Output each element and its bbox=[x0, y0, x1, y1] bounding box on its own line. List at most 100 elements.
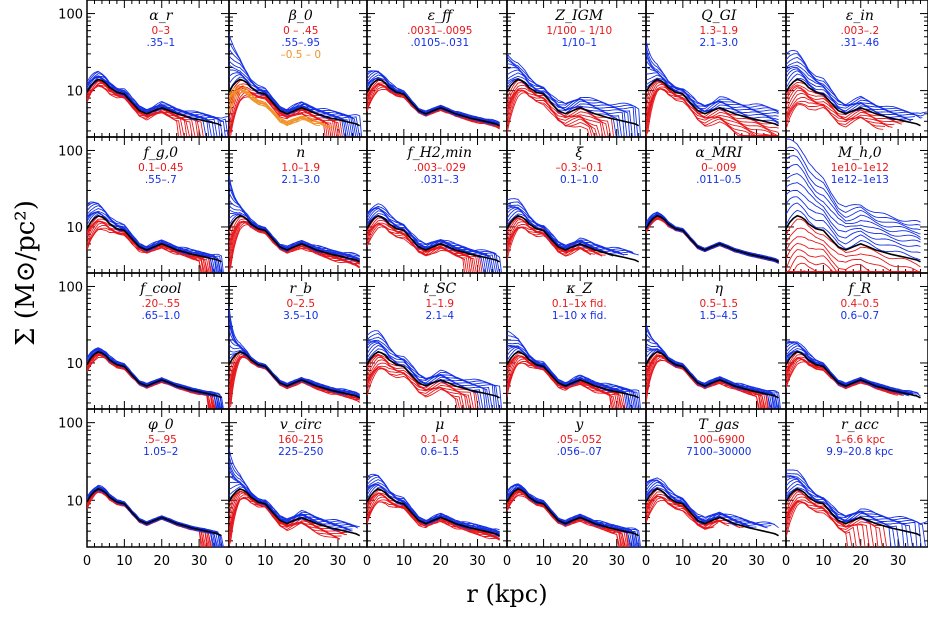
series-low-line bbox=[646, 488, 741, 529]
panel-21: μ0.1–0.40.6–1.5 0 10 20 30 bbox=[363, 408, 508, 569]
x-axis-label: r (kpc) bbox=[466, 580, 547, 608]
panel-range-label: 0.5–1.5 bbox=[699, 298, 738, 310]
series-high-line bbox=[229, 455, 359, 529]
series-low-line bbox=[786, 85, 899, 124]
series-low-line bbox=[87, 352, 212, 409]
series-low-line bbox=[507, 224, 597, 254]
y-axis-label: Σ (M⊙/pc²) bbox=[11, 200, 41, 346]
series-high-line bbox=[646, 477, 779, 529]
panel-range-label: 0–2.5 bbox=[286, 298, 315, 310]
fiducial-line bbox=[229, 488, 361, 537]
panel-curves bbox=[786, 469, 928, 547]
panel-range-label: 2.1–4 bbox=[425, 310, 454, 322]
panel-range-label: 1.0–1.9 bbox=[281, 162, 320, 174]
panel-title: v_circ bbox=[280, 417, 322, 433]
x-tick-label: 30 bbox=[890, 554, 907, 569]
series-low-line bbox=[87, 85, 185, 137]
series-low-line bbox=[87, 489, 204, 547]
panel-range-label: 1/10–1 bbox=[562, 37, 598, 49]
series-low-line bbox=[507, 87, 604, 137]
series-high-line bbox=[786, 469, 928, 528]
series-high-line bbox=[229, 34, 363, 137]
panel-range-label: 0.6–1.5 bbox=[420, 446, 459, 458]
series-low-line bbox=[507, 89, 601, 137]
series-high-line bbox=[786, 341, 921, 397]
series-low-line bbox=[87, 490, 202, 547]
fiducial-line bbox=[507, 350, 640, 399]
panel-range-label: .55–.95 bbox=[281, 37, 320, 49]
series-high-line bbox=[786, 202, 921, 254]
fiducial-line bbox=[367, 214, 500, 263]
series-high-line bbox=[646, 479, 775, 526]
series-low-line bbox=[87, 85, 188, 137]
panel-curves bbox=[87, 201, 224, 273]
panel-range-label: 100–6900 bbox=[693, 434, 745, 446]
series-low-line bbox=[367, 362, 468, 409]
series-low-line bbox=[87, 487, 211, 547]
panel-range-label: .0105–.031 bbox=[410, 37, 469, 49]
series-high-line bbox=[786, 480, 905, 547]
x-tick-label: 20 bbox=[153, 554, 170, 569]
panel-curves bbox=[367, 203, 502, 273]
series-high-line bbox=[229, 41, 361, 137]
x-tick-label: 0 bbox=[503, 554, 511, 569]
series-high-line bbox=[786, 164, 921, 235]
series-low-line bbox=[229, 498, 341, 543]
panel-18: f_R0.4–0.50.6–0.7 bbox=[785, 272, 928, 410]
fiducial-line bbox=[229, 214, 361, 263]
panel-title: t_SC bbox=[423, 281, 456, 297]
panel-curves bbox=[786, 49, 928, 130]
series-low-line bbox=[229, 490, 346, 536]
fiducial-line bbox=[87, 214, 222, 263]
series-high-line bbox=[367, 336, 498, 409]
panel-range-label: 9.9–20.8 kpc bbox=[826, 446, 893, 458]
series-low-line bbox=[87, 489, 203, 547]
series-low-line bbox=[646, 82, 779, 137]
y-tick-label: 100 bbox=[58, 417, 83, 432]
fiducial-line bbox=[229, 78, 361, 127]
panel-range-label: .35–1 bbox=[147, 37, 176, 49]
panel-13: f_cool.20–.55.65–1.0 10 100 bbox=[58, 272, 230, 410]
panel-range-label: .65–1.0 bbox=[142, 310, 181, 322]
series-high-line bbox=[786, 65, 917, 116]
series-high-line bbox=[87, 351, 218, 409]
panel-range-label: 0 – .45 bbox=[283, 25, 318, 37]
series-extra-line bbox=[229, 91, 309, 125]
x-tick-label: 30 bbox=[748, 554, 765, 569]
series-low-line bbox=[507, 353, 626, 409]
series-high-line bbox=[646, 211, 779, 263]
series-high-line bbox=[507, 198, 639, 256]
series-high-line bbox=[507, 329, 641, 409]
series-low-line bbox=[87, 353, 215, 409]
panel-curves bbox=[786, 138, 921, 273]
panel-title: f_cool bbox=[139, 281, 181, 297]
panel-range-label: 160–215 bbox=[278, 434, 323, 446]
panel-curves bbox=[507, 53, 641, 137]
series-low-line bbox=[507, 92, 590, 137]
panel-range-label: 1.5–4.5 bbox=[699, 310, 738, 322]
series-high-line bbox=[786, 474, 922, 547]
panel-8: n1.0–1.92.1–3.0 bbox=[228, 136, 368, 274]
series-low-line bbox=[786, 97, 890, 128]
panel-range-label: 7100–30000 bbox=[686, 446, 751, 458]
panel-title: f_g,0 bbox=[143, 145, 179, 161]
panel-title: α_MRI bbox=[695, 145, 742, 161]
panel-curves bbox=[229, 448, 361, 546]
series-extra-line bbox=[229, 83, 338, 128]
x-tick-label: 10 bbox=[675, 554, 692, 569]
panel-1: α_r0–3.35–1 10 100 bbox=[58, 0, 230, 138]
series-high-line bbox=[786, 70, 912, 122]
x-tick-label: 10 bbox=[396, 554, 413, 569]
series-low-line bbox=[646, 355, 765, 409]
panel-range-label: 225–250 bbox=[278, 446, 323, 458]
series-low-line bbox=[367, 226, 466, 273]
panel-7: f_g,00.1–0.45.55–.7 10 100 bbox=[58, 136, 230, 274]
series-low-line bbox=[646, 351, 770, 409]
series-low-line bbox=[507, 490, 623, 547]
panel-curves bbox=[646, 211, 779, 264]
panel-9: f_H2,min.003–.029.031–.3 bbox=[366, 136, 508, 274]
panel-title: ε_ff bbox=[428, 8, 455, 24]
panel-range-label: 0.1–0.4 bbox=[420, 434, 459, 446]
